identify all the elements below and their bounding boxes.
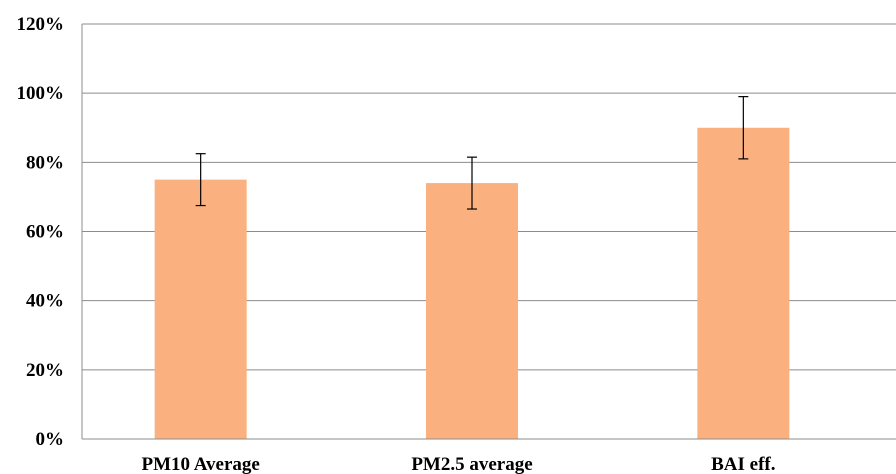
y-tick-label: 80% [26, 152, 64, 173]
bar-1 [154, 179, 247, 439]
y-tick-label: 100% [17, 83, 65, 104]
bar-2 [426, 183, 518, 439]
bars [154, 127, 790, 439]
y-tick-label: 120% [17, 14, 65, 35]
y-tick-label: 0% [36, 429, 65, 450]
y-tick-label: 40% [26, 291, 64, 312]
x-tick-label: PM10 Average [141, 454, 259, 474]
y-tick-label: 60% [26, 222, 64, 243]
x-tick-label: PM2.5 average [411, 454, 532, 474]
y-tick-label: 20% [26, 360, 64, 381]
x-tick-label: BAI eff. [711, 454, 775, 474]
bar-3 [697, 127, 790, 439]
x-tick-labels: PM10 Average PM2.5 average BAI eff. [141, 454, 775, 474]
y-tick-labels: 0% 20% 40% 60% 80% 100% 120% [17, 14, 65, 450]
error-bars [195, 96, 749, 210]
